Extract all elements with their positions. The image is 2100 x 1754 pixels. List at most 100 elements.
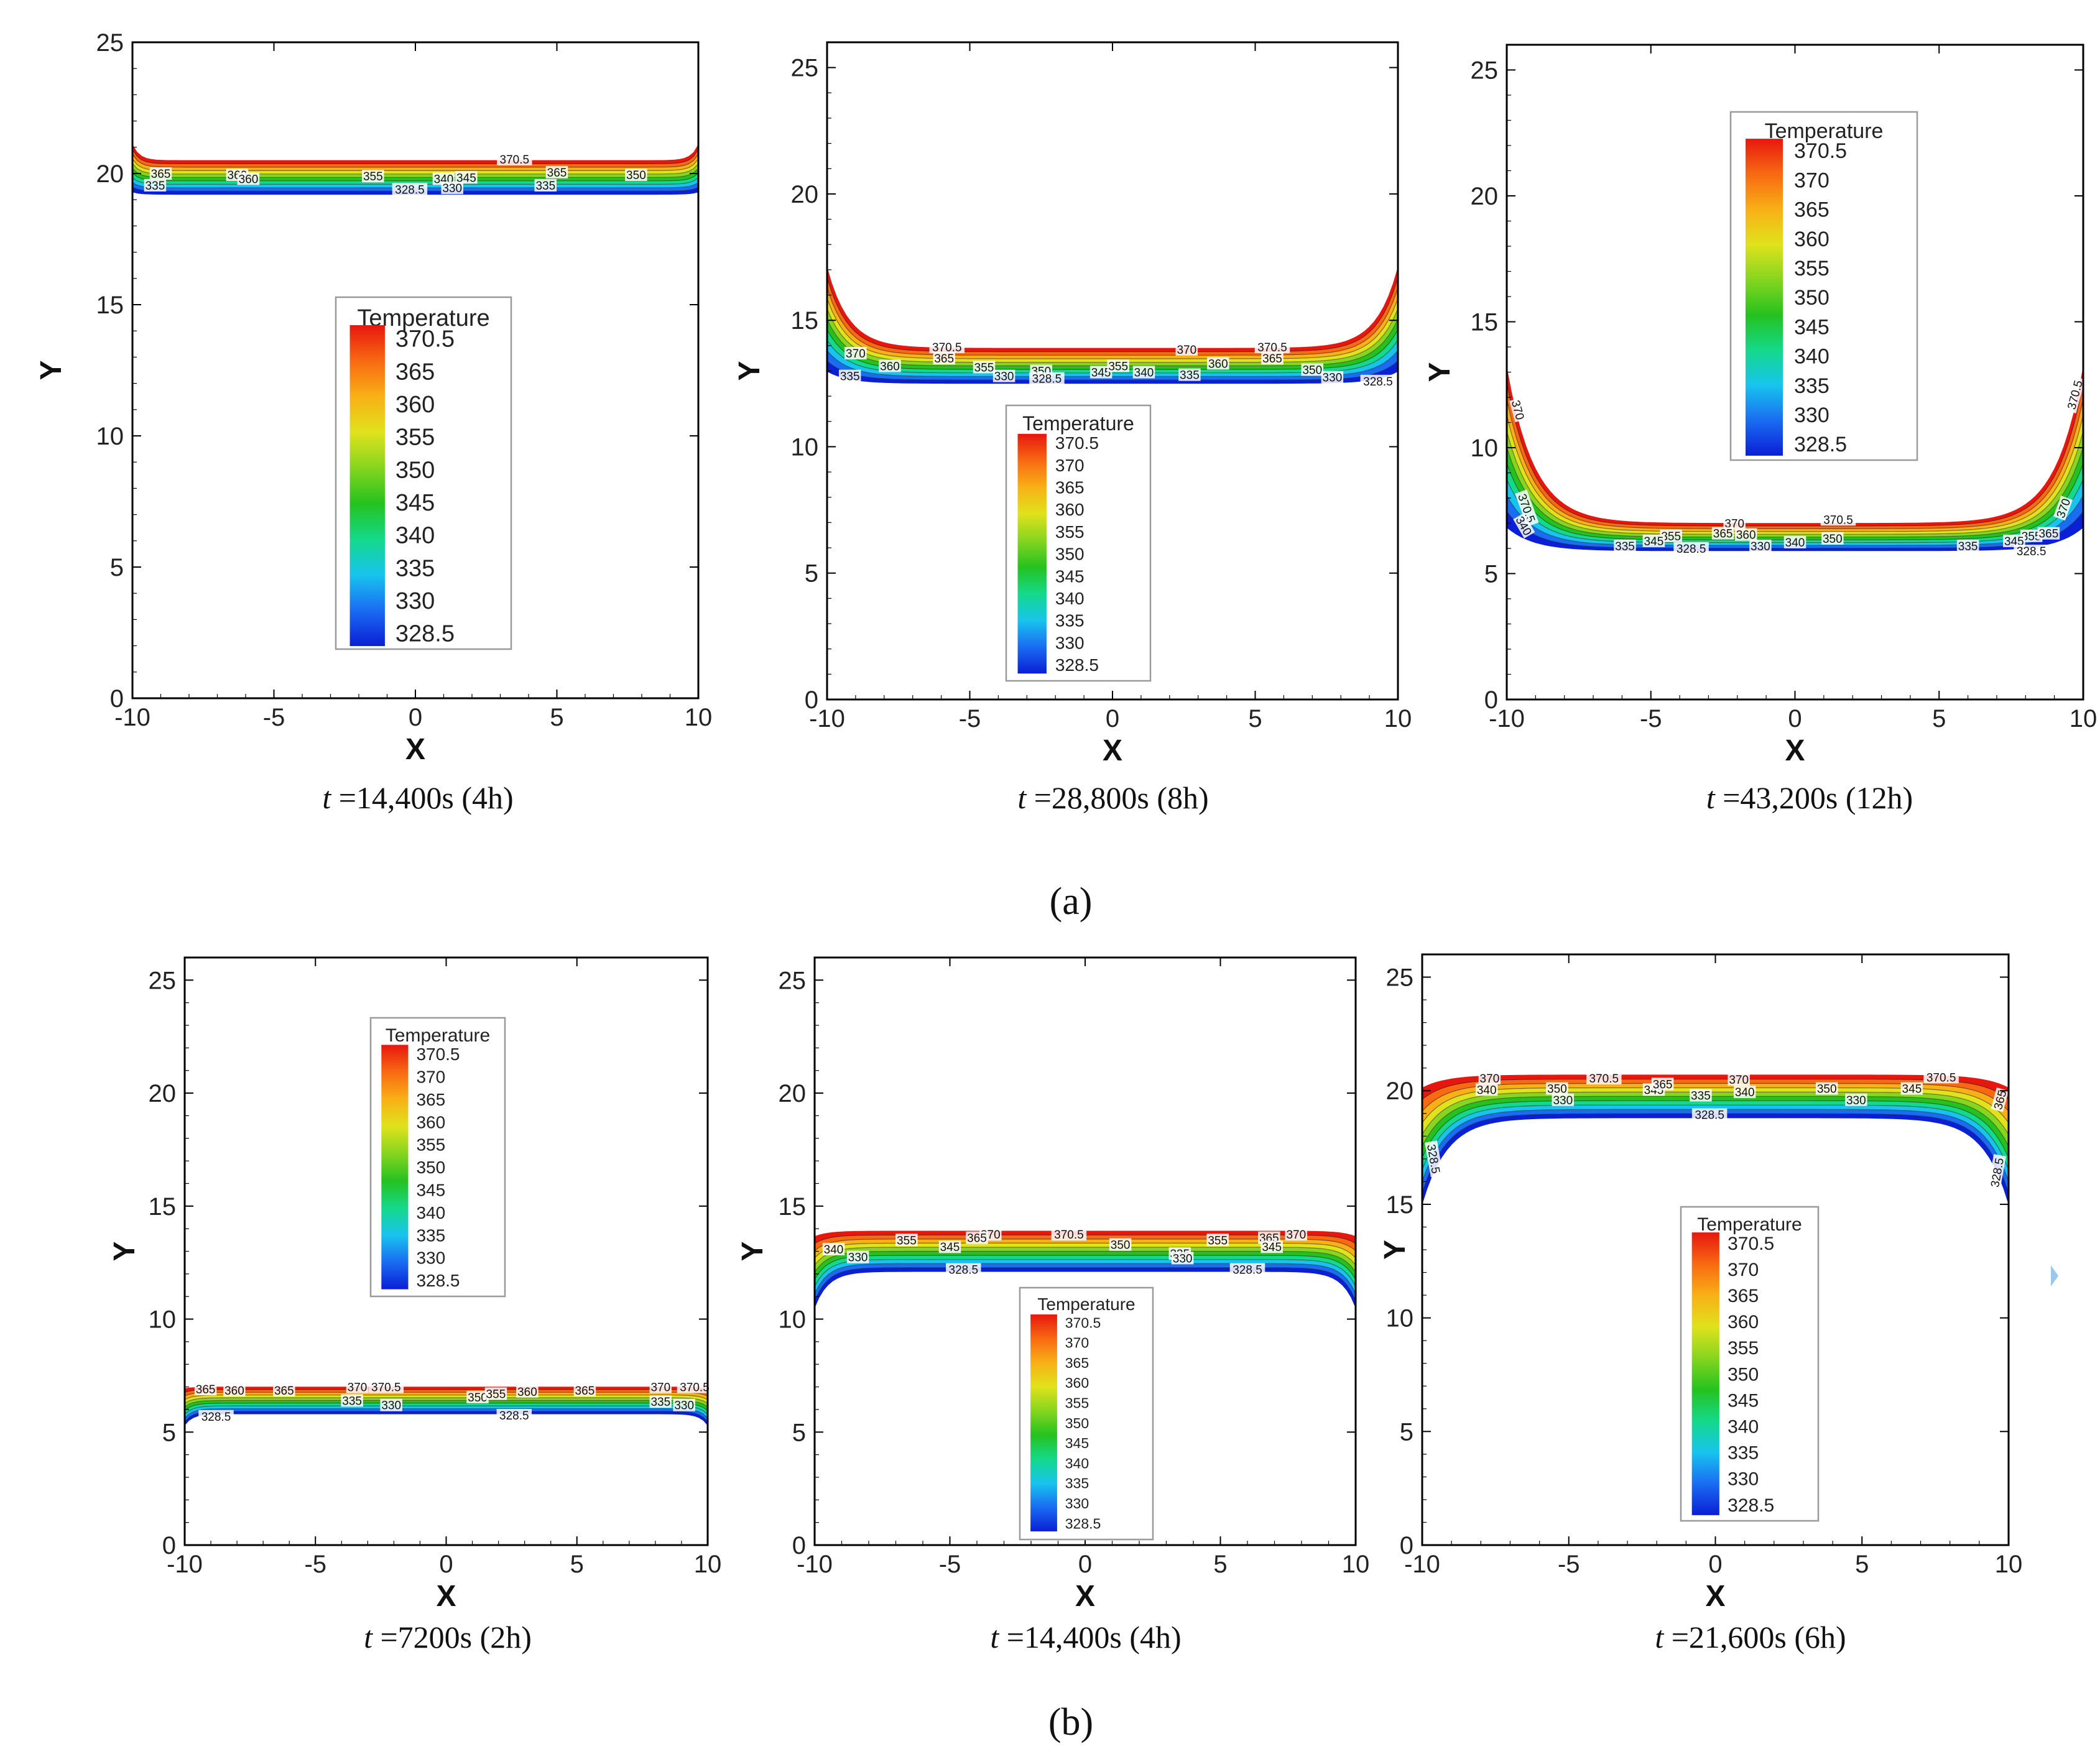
y-tick-label: 25 (96, 29, 124, 57)
y-tick-label: 5 (1484, 561, 1498, 588)
y-tick-label: 25 (1471, 57, 1499, 85)
contour-line-4 (184, 1403, 708, 1411)
x-tick-label: 0 (1078, 1551, 1092, 1578)
thermal-front (184, 1387, 708, 1426)
contour-label-text: 345 (940, 1241, 960, 1254)
x-tick-label: 5 (550, 704, 563, 731)
contour-label-text: 328.5 (1032, 373, 1062, 386)
contour-label-text: 365 (967, 1232, 987, 1245)
contour-label-text: 370 (846, 348, 866, 361)
contour-label-text: 365 (196, 1383, 216, 1396)
contour-line-9 (132, 149, 699, 164)
contour-label: 350 (1301, 363, 1324, 377)
legend-level-label: 328.5 (1794, 433, 1847, 456)
x-tick-label: 0 (409, 704, 422, 731)
contour-label: 350 (466, 1390, 489, 1405)
x-tick-label: 10 (2070, 705, 2098, 732)
x-axis-label: X (405, 733, 425, 766)
legend-color-bar (1746, 139, 1783, 456)
y-tick-label: 25 (149, 967, 177, 994)
legend-level-label: 340 (395, 523, 435, 549)
contour-label-text: 335 (535, 180, 555, 193)
time-symbol: t (1017, 780, 1027, 815)
contour-label-text: 360 (224, 1385, 244, 1398)
y-tick-label: 10 (149, 1306, 177, 1334)
panel-label-b: (b) (1048, 1701, 1093, 1743)
time-symbol: t (990, 1620, 999, 1655)
legend-level-label: 355 (1065, 1395, 1089, 1411)
contour-label: 330 (846, 1250, 869, 1265)
legend-level-label: 345 (1794, 315, 1829, 339)
y-tick-label: 25 (791, 55, 819, 82)
contour-label: 355 (362, 170, 384, 183)
x-tick-label: 10 (694, 1551, 722, 1578)
temperature-band-9 (826, 277, 1399, 356)
contour-label: 340 (1733, 1086, 1756, 1099)
contour-label-text: 330 (1751, 540, 1770, 553)
legend-level-label: 330 (1065, 1495, 1089, 1512)
contour-label: 355 (2020, 529, 2043, 543)
legend-level-label: 370.5 (1728, 1234, 1774, 1254)
contour-label-text: 328.5 (949, 1264, 979, 1277)
x-tick-label: -5 (304, 1551, 326, 1578)
contour-label-text: 365 (1653, 1078, 1673, 1091)
x-tick-label: -5 (939, 1551, 961, 1578)
legend-level-label: 350 (395, 457, 435, 483)
contour-label-text: 370 (1729, 1074, 1749, 1087)
contour-label: 335 (1178, 368, 1201, 382)
legend-level-label: 340 (1728, 1417, 1759, 1438)
contour-label-text: 365 (1713, 528, 1733, 541)
contour-label-text: 340 (1785, 537, 1805, 550)
contour-line-1 (1422, 1113, 2009, 1193)
contour-label-text: 360 (880, 360, 900, 373)
contour-line-1 (826, 361, 1399, 381)
temperature-band-9 (132, 149, 699, 168)
contour-line-5 (1422, 1096, 2009, 1147)
y-tick-label: 0 (1484, 686, 1498, 714)
legend-level-label: 335 (395, 555, 435, 581)
legend-level-label: 355 (416, 1135, 445, 1155)
y-tick-label: 10 (1471, 435, 1499, 462)
contour-label-text: 365 (1262, 353, 1282, 366)
contour-label: 335 (1614, 540, 1636, 553)
legend-level-label: 365 (395, 359, 435, 385)
legend-level-label: 335 (1055, 611, 1085, 630)
contour-label: 370 (844, 347, 867, 361)
contour-label: 370.5 (368, 1380, 404, 1395)
contour-label-text: 330 (1173, 1252, 1193, 1265)
x-tick-label: 0 (1708, 1551, 1722, 1578)
contour-label-text: 330 (674, 1400, 694, 1413)
contour-label-text: 370.5 (680, 1382, 710, 1395)
time-caption: t =21,600s (6h) (1655, 1620, 1846, 1655)
contour-label: 370.5 (1254, 340, 1290, 354)
contour-line-2 (814, 1263, 1356, 1294)
contour-plot-6: 370 370.5 370 370.5 340 350 345 365 335 350 345 340… (1379, 953, 2022, 1655)
contour-label: 330 (992, 369, 1015, 384)
contour-label-text: 370 (1286, 1229, 1306, 1242)
legend-level-label: 345 (395, 490, 435, 516)
contour-label: 330 (441, 182, 463, 195)
contour-label-text: 350 (1823, 533, 1843, 546)
contour-label: 328.5 (496, 1409, 532, 1423)
contour-label: 355 (1660, 529, 1682, 543)
contour-label: 335 (1690, 1089, 1712, 1103)
contour-label-text: 335 (840, 371, 860, 384)
contour-line-3 (1422, 1104, 2009, 1170)
time-symbol: t (364, 1620, 373, 1655)
y-tick-label: 0 (1400, 1532, 1413, 1559)
contour-label-text: 330 (442, 182, 462, 195)
contour-label-text: 355 (1208, 1234, 1228, 1247)
legend-level-label: 350 (1728, 1364, 1759, 1385)
legend-level-label: 340 (1794, 345, 1829, 369)
contour-label-text: 335 (146, 180, 165, 193)
y-axis-label: Y (736, 1241, 769, 1261)
contour-label: 370 (1285, 1228, 1308, 1242)
contour-label: 335 (649, 1395, 672, 1409)
y-tick-label: 0 (162, 1532, 176, 1559)
y-tick-label: 15 (1386, 1191, 1414, 1219)
legend-level-label: 360 (395, 392, 435, 418)
contour-label-text: 335 (1691, 1090, 1711, 1103)
contour-label-text: 355 (2022, 530, 2042, 543)
contour-label-text: 360 (1208, 358, 1228, 371)
contour-label: 350 (1815, 1082, 1838, 1096)
